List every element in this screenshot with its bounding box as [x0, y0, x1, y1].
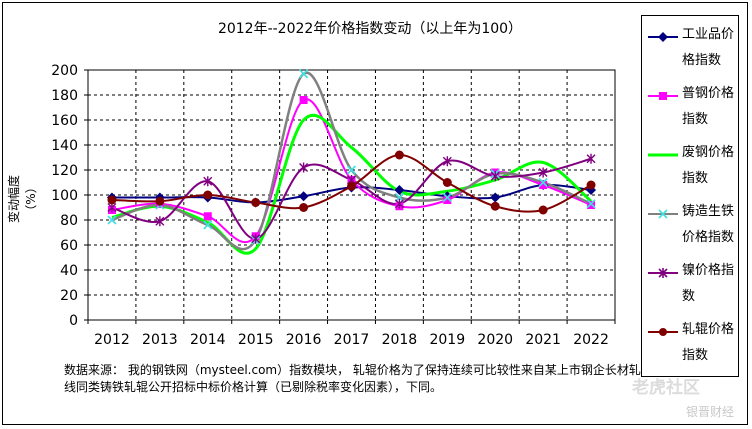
data-point-s5-0: [107, 195, 117, 205]
legend-swatch-4: [648, 268, 678, 278]
data-point-s3-9: [538, 177, 548, 188]
data-point-s1-4: [299, 96, 308, 104]
x-tick-label: 2014: [190, 332, 226, 348]
plot-border: [87, 69, 616, 321]
y-tick-label: 100: [51, 188, 78, 204]
x-tick-label: 2022: [573, 332, 609, 348]
y-tick-label: 80: [60, 213, 78, 229]
y-tick-label: 180: [51, 88, 78, 104]
legend: 工业品价格指数 普钢价格指数 废钢价格指数 铸造生铁价格指数 镍价格指数轧辊价格指数: [641, 15, 739, 377]
chart-frame: [2, 2, 748, 425]
legend-swatch-2: [648, 153, 678, 157]
legend-item-5: 轧辊价格指数: [642, 317, 740, 377]
legend-swatch-5: [648, 328, 678, 336]
watermark-text: 老虎社区: [632, 378, 700, 398]
data-point-s4-2: [203, 176, 213, 187]
x-tick-label: 2016: [286, 332, 322, 348]
legend-item-0: 工业品价格指数: [642, 22, 740, 82]
y-tick-label: 40: [60, 263, 78, 279]
series-line-2: [111, 113, 593, 255]
y-tick-label: 120: [51, 163, 78, 179]
data-point-s3-4: [299, 69, 309, 79]
data-point-s1-7: [443, 196, 452, 204]
x-tick-label: 2012: [94, 332, 130, 348]
data-point-s5-3: [251, 198, 261, 207]
data-point-s4-3: [251, 233, 261, 244]
x-tick-label: 2019: [429, 332, 465, 348]
data-point-s5-1: [155, 196, 165, 206]
legend-item-1: 普钢价格指数: [642, 81, 740, 141]
data-point-s5-6: [394, 150, 404, 160]
legend-swatch-0: [648, 32, 678, 42]
legend-label-1: 普钢价格指数: [682, 86, 735, 127]
x-tick-label: 2020: [477, 332, 513, 348]
data-point-s0-6: [394, 185, 405, 195]
y-tick-label: 200: [51, 63, 78, 79]
x-tick-label: 2018: [382, 332, 418, 348]
legend-item-4: 镍价格指数: [642, 258, 740, 318]
data-point-s0-4: [298, 191, 309, 202]
data-point-s1-9: [539, 181, 548, 189]
data-point-s5-4: [299, 203, 309, 212]
data-point-s3-2: [203, 220, 213, 230]
source-note: 数据来源： 我的钢铁网（mysteel.com）指数模块， 轧辊价格为了保持连续…: [64, 363, 641, 394]
data-point-s4-9: [538, 167, 548, 178]
legend-swatch-3: [648, 209, 678, 219]
legend-item-2: 废钢价格指数: [642, 140, 740, 200]
data-point-s5-2: [203, 190, 213, 200]
x-tick-label: 2013: [142, 332, 178, 348]
data-point-s3-0: [107, 215, 117, 225]
data-point-s5-10: [586, 180, 596, 190]
legend-swatch-1: [648, 92, 678, 100]
legend-label-0: 工业品价格指数: [682, 27, 735, 68]
y-tick-label: 20: [60, 288, 78, 304]
data-point-s0-8: [490, 192, 501, 203]
series-line-4: [111, 157, 592, 240]
legend-label-2: 废钢价格指数: [682, 145, 735, 186]
x-tick-label: 2015: [238, 332, 274, 348]
data-point-s3-10: [586, 199, 596, 209]
data-point-s4-10: [586, 153, 596, 164]
legend-label-4: 镍价格指数: [682, 263, 735, 304]
legend-label-5: 轧辊价格指数: [682, 322, 735, 363]
data-point-s5-9: [538, 205, 548, 215]
chart-title: 2012年--2022年价格指数变动（以上年为100）: [217, 21, 523, 37]
data-point-s4-7: [442, 156, 452, 167]
data-point-s5-7: [442, 178, 452, 187]
legend-label-3: 铸造生铁价格指数: [682, 204, 735, 245]
x-tick-label: 2021: [525, 332, 561, 348]
data-point-s4-1: [155, 216, 165, 227]
y-tick-label: 140: [51, 138, 78, 154]
data-point-s4-6: [394, 198, 404, 209]
data-point-s5-5: [347, 181, 356, 191]
y-tick-label: 60: [60, 238, 78, 254]
y-tick-label: 160: [51, 113, 78, 129]
watermark-subtext: 银晋财经: [686, 405, 735, 419]
data-point-s1-2: [203, 212, 212, 221]
y-tick-label: 0: [69, 313, 78, 329]
data-point-s4-8: [490, 171, 500, 182]
data-point-s3-5: [346, 165, 357, 175]
x-tick-label: 2017: [334, 332, 370, 348]
data-point-s1-10: [587, 201, 596, 209]
data-point-s5-8: [490, 201, 500, 211]
data-point-s4-4: [299, 162, 309, 173]
data-point-s3-7: [442, 192, 452, 203]
legend-item-3: 铸造生铁价格指数: [642, 199, 740, 259]
